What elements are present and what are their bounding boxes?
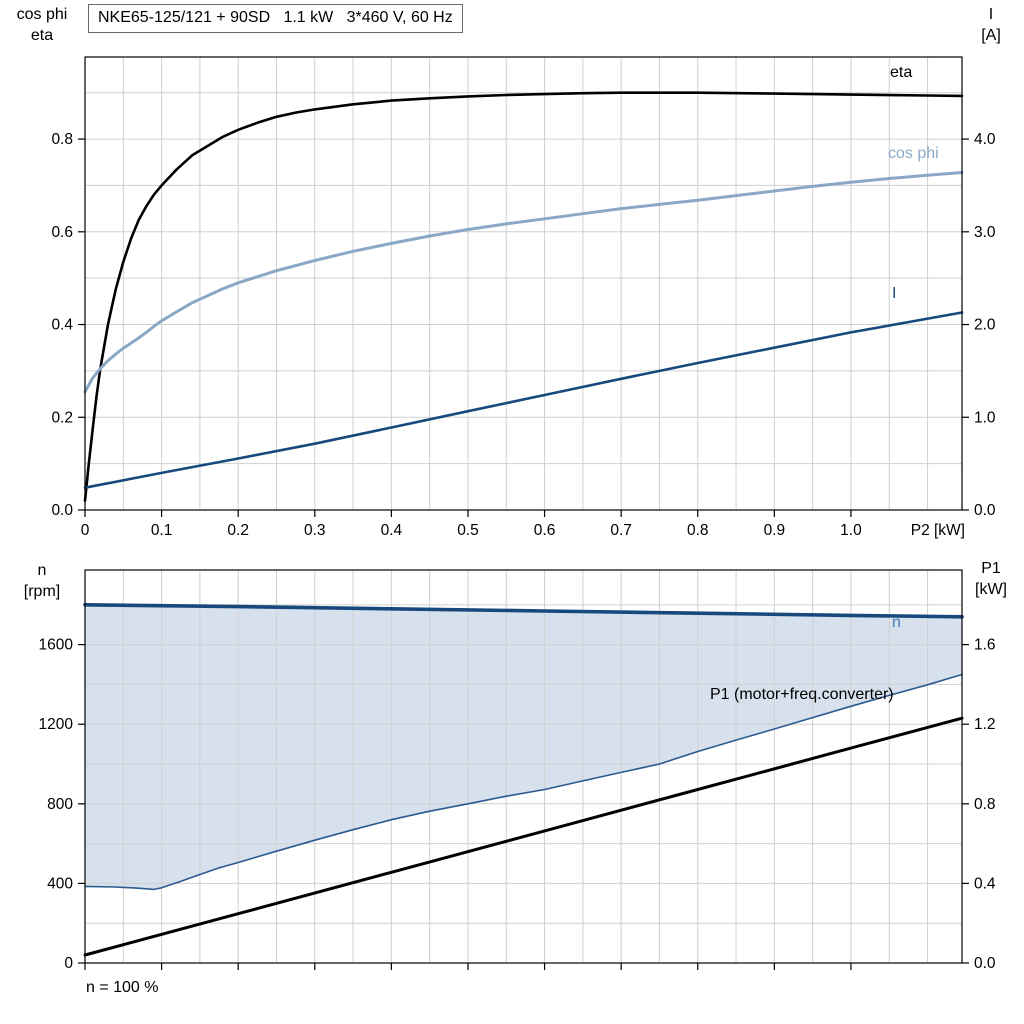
svg-text:0.9: 0.9 <box>764 522 786 539</box>
right-axis-title-line2: [A] <box>981 27 1001 44</box>
speed-curve-label: n <box>892 614 901 631</box>
speed-axis-title-line2: [rpm] <box>23 583 61 600</box>
svg-text:3.0: 3.0 <box>974 224 996 241</box>
svg-text:1.0: 1.0 <box>840 522 862 539</box>
svg-text:0.8: 0.8 <box>51 131 73 148</box>
lower-left-axis-title: n [rpm] <box>2 560 82 602</box>
svg-text:4.0: 4.0 <box>974 131 996 148</box>
svg-text:1.2: 1.2 <box>974 716 996 733</box>
eta-curve-label: eta <box>890 64 913 81</box>
svg-text:0.0: 0.0 <box>51 502 73 519</box>
cos-phi-curve-label: cos phi <box>888 145 939 162</box>
svg-text:0.6: 0.6 <box>51 224 73 241</box>
lower-chart-canvas: 0 400 800 1200 1600 0.0 0.4 0.8 1.2 1.6 <box>39 569 996 972</box>
svg-text:0.4: 0.4 <box>51 317 73 334</box>
svg-text:0.6: 0.6 <box>534 522 556 539</box>
upper-chart-canvas: 0.0 0.2 0.4 0.6 0.8 0.0 1.0 2.0 3.0 4.0 0 0.1 0.2 0.3… <box>51 56 996 539</box>
p1-curve-label: P1 (motor+freq.converter) <box>710 686 894 703</box>
power-axis-title-line2: [kW] <box>975 581 1007 598</box>
speed-axis-title-line1: n <box>37 562 47 579</box>
svg-text:0.5: 0.5 <box>457 522 479 539</box>
svg-text:0.8: 0.8 <box>687 522 709 539</box>
speed-percent-note: n = 100 % <box>86 979 159 996</box>
svg-text:0.2: 0.2 <box>51 409 73 426</box>
svg-text:0.0: 0.0 <box>974 955 996 972</box>
svg-text:0.4: 0.4 <box>974 875 996 892</box>
svg-text:400: 400 <box>47 875 73 892</box>
svg-text:0.4: 0.4 <box>381 522 403 539</box>
svg-text:1.0: 1.0 <box>974 409 996 426</box>
svg-text:1600: 1600 <box>39 637 74 654</box>
right-axis-title-line1: I <box>988 6 994 23</box>
upper-left-axis-title: cos phi eta <box>2 4 82 46</box>
svg-text:1200: 1200 <box>39 716 74 733</box>
svg-text:0.7: 0.7 <box>610 522 632 539</box>
svg-text:P2 [kW]: P2 [kW] <box>911 522 965 539</box>
upper-right-axis-title: I [A] <box>962 4 1020 46</box>
svg-text:800: 800 <box>47 796 73 813</box>
svg-text:0.2: 0.2 <box>227 522 249 539</box>
svg-text:1.6: 1.6 <box>974 637 996 654</box>
svg-text:2.0: 2.0 <box>974 317 996 334</box>
chart-title: NKE65-125/121 + 90SD 1.1 kW 3*460 V, 60 … <box>88 4 463 33</box>
svg-text:0.0: 0.0 <box>974 502 996 519</box>
current-curve-label: I <box>892 285 897 302</box>
svg-text:0: 0 <box>81 522 90 539</box>
lower-right-axis-title: P1 [kW] <box>962 558 1020 600</box>
svg-text:0.8: 0.8 <box>974 796 996 813</box>
svg-text:0.1: 0.1 <box>151 522 173 539</box>
svg-text:0: 0 <box>64 955 73 972</box>
left-axis-title-line2: eta <box>30 27 54 44</box>
left-axis-title-line1: cos phi <box>16 6 68 23</box>
svg-text:0.3: 0.3 <box>304 522 326 539</box>
power-axis-title-line1: P1 <box>981 560 1001 577</box>
